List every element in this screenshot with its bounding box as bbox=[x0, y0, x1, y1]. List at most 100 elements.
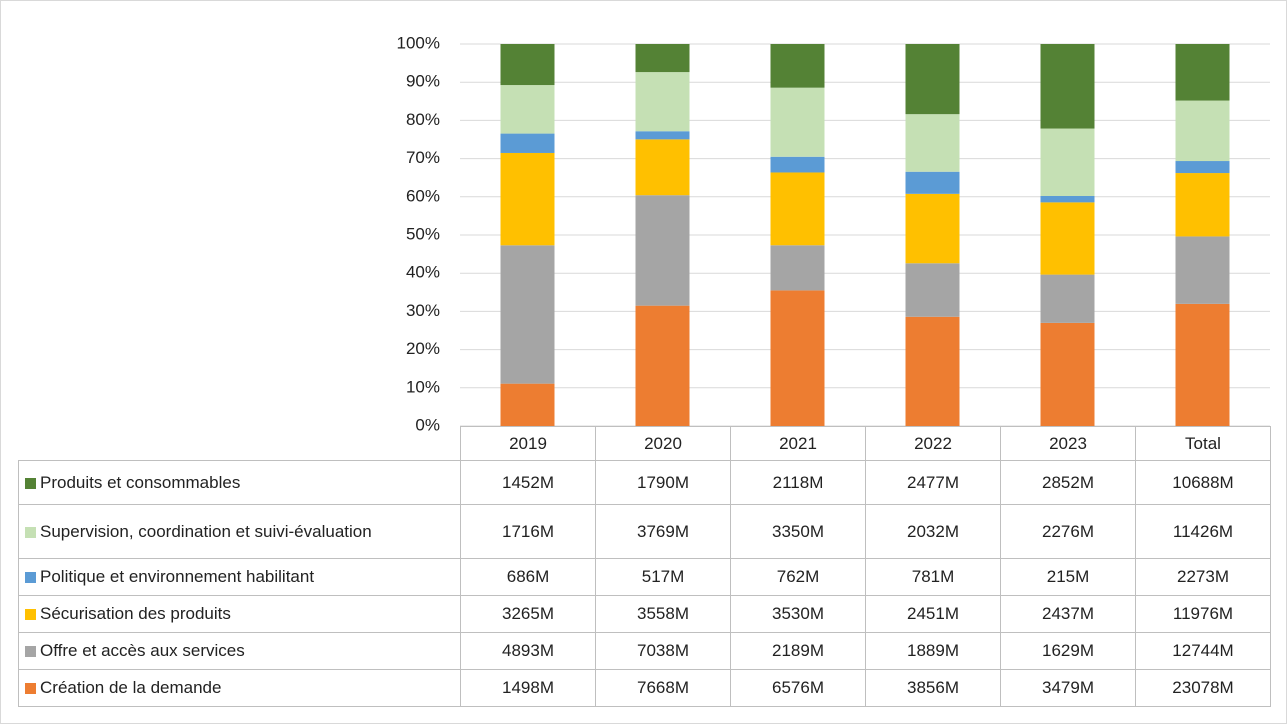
table-value: 3769M bbox=[595, 504, 731, 559]
table-value: 2189M bbox=[730, 632, 866, 670]
y-tick-label: 30% bbox=[406, 301, 440, 320]
bar-segment bbox=[1040, 202, 1095, 275]
bar-segment bbox=[905, 114, 960, 172]
header-row: 2019 2020 2021 2022 2023 Total bbox=[19, 426, 1271, 461]
table-value: 7038M bbox=[595, 632, 731, 670]
legend-cell: Politique et environnement habilitant bbox=[18, 558, 461, 596]
bar-segment bbox=[770, 172, 825, 246]
y-tick-label: 80% bbox=[406, 110, 440, 129]
bar-segment bbox=[1175, 303, 1230, 426]
bar-segment bbox=[770, 44, 825, 88]
table-value: 215M bbox=[1000, 558, 1136, 596]
table-value: 3479M bbox=[1000, 669, 1136, 707]
y-tick-label: 90% bbox=[406, 72, 440, 91]
y-tick-label: 40% bbox=[406, 263, 440, 282]
bar-segment bbox=[770, 245, 825, 291]
table-value: 6576M bbox=[730, 669, 866, 707]
legend-label: Produits et consommables bbox=[40, 472, 241, 492]
table-value: 3265M bbox=[460, 595, 596, 633]
table-value: 781M bbox=[865, 558, 1001, 596]
table-value: 11426M bbox=[1135, 504, 1271, 559]
bar-segment bbox=[500, 85, 555, 134]
bar-segment bbox=[1175, 173, 1230, 237]
bar-segment bbox=[635, 44, 690, 73]
bar-segment bbox=[1040, 44, 1095, 129]
bar-segment bbox=[500, 383, 555, 426]
table-value: 686M bbox=[460, 558, 596, 596]
table-value: 3856M bbox=[865, 669, 1001, 707]
bar-segment bbox=[1175, 161, 1230, 174]
blank-cell bbox=[19, 427, 461, 461]
table-value: 1889M bbox=[865, 632, 1001, 670]
table-value: 2032M bbox=[865, 504, 1001, 559]
bar-segment bbox=[1040, 274, 1095, 323]
table-value: 7668M bbox=[595, 669, 731, 707]
data-table: 2019 2020 2021 2022 2023 Total Produits et con… bbox=[18, 426, 1271, 707]
bar-segment bbox=[905, 263, 960, 317]
table-value: 2118M bbox=[730, 460, 866, 505]
x-tick-label: 2021 bbox=[730, 426, 866, 461]
legend-cell: Création de la demande bbox=[18, 669, 461, 707]
bar-segment bbox=[500, 44, 555, 86]
table-row: Création de la demande 1498M 7668M 6576M 385… bbox=[18, 669, 1271, 707]
bar-segment bbox=[500, 245, 555, 384]
table-value: 1790M bbox=[595, 460, 731, 505]
bar-segment bbox=[635, 305, 690, 426]
table-value: 3350M bbox=[730, 504, 866, 559]
bar-segment bbox=[500, 133, 555, 153]
table-value: 2273M bbox=[1135, 558, 1271, 596]
table-value: 762M bbox=[730, 558, 866, 596]
table-value: 4893M bbox=[460, 632, 596, 670]
table-value: 2852M bbox=[1000, 460, 1136, 505]
y-tick-label: 60% bbox=[406, 186, 440, 205]
bar-segment bbox=[1175, 236, 1230, 304]
bar-segment bbox=[905, 316, 960, 426]
bar-segment bbox=[770, 156, 825, 173]
table-value: 11976M bbox=[1135, 595, 1271, 633]
bar-segment bbox=[905, 44, 960, 115]
legend-label: Politique et environnement habilitant bbox=[40, 567, 315, 586]
bar-segment bbox=[770, 87, 825, 157]
y-tick-label: 0% bbox=[415, 415, 440, 434]
table-value: 1716M bbox=[460, 504, 596, 559]
table-value: 2477M bbox=[865, 460, 1001, 505]
legend-label: Supervision, coordination et suivi-évalu… bbox=[40, 521, 372, 541]
table-value: 2437M bbox=[1000, 595, 1136, 633]
x-tick-label: 2022 bbox=[865, 426, 1001, 461]
legend-label: Offre et accès aux services bbox=[40, 641, 245, 660]
legend-key bbox=[25, 683, 36, 695]
bar-segment bbox=[635, 131, 690, 140]
legend-cell: Produits et consommables bbox=[18, 460, 461, 505]
y-tick-label: 50% bbox=[406, 224, 440, 243]
bar-segment bbox=[1175, 100, 1230, 162]
legend-label: Création de la demande bbox=[40, 678, 222, 697]
y-tick-label: 70% bbox=[406, 148, 440, 167]
legend-cell: Offre et accès aux services bbox=[18, 632, 461, 670]
bar-segment bbox=[635, 139, 690, 196]
legend-cell: Supervision, coordination et suivi-évalu… bbox=[18, 504, 461, 559]
bar-segment bbox=[905, 193, 960, 264]
y-tick-label: 20% bbox=[406, 339, 440, 358]
bar-segment bbox=[635, 195, 690, 306]
legend-label: Sécurisation des produits bbox=[40, 604, 231, 623]
table-value: 3530M bbox=[730, 595, 866, 633]
legend-cell: Sécurisation des produits bbox=[18, 595, 461, 633]
table-row: Produits et consommables 1452M 1790M 2118M 2… bbox=[18, 460, 1271, 505]
table-value: 517M bbox=[595, 558, 731, 596]
bar-segment bbox=[770, 290, 825, 426]
table-value: 2451M bbox=[865, 595, 1001, 633]
x-tick-label: Total bbox=[1135, 426, 1271, 461]
bar-segment bbox=[635, 72, 690, 132]
table-row: Offre et accès aux services 4893M 7038M 218… bbox=[18, 632, 1271, 670]
table-value: 23078M bbox=[1135, 669, 1271, 707]
table-value: 1452M bbox=[460, 460, 596, 505]
y-tick-label: 100% bbox=[397, 33, 440, 52]
legend-key bbox=[25, 609, 36, 621]
table-value: 12744M bbox=[1135, 632, 1271, 670]
bar-segment bbox=[500, 152, 555, 246]
table-value: 1629M bbox=[1000, 632, 1136, 670]
legend-key bbox=[25, 477, 36, 489]
table-row: Politique et environnement habilitant 686… bbox=[18, 558, 1271, 596]
